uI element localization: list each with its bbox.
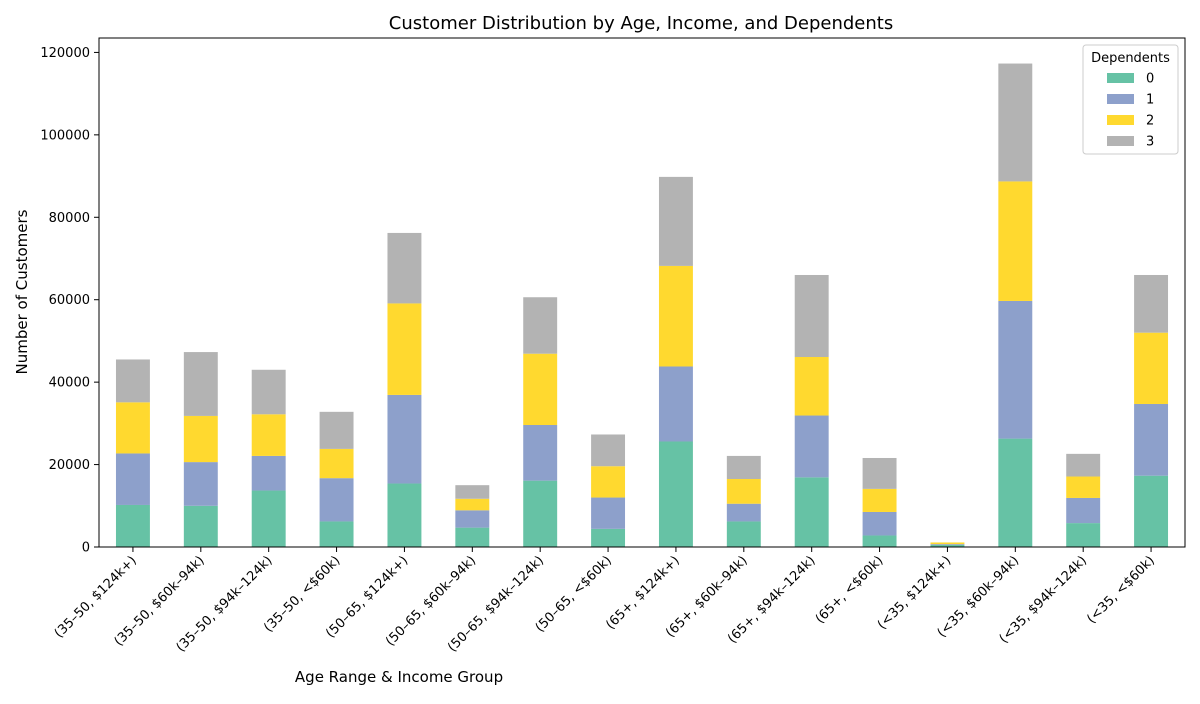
plot-area bbox=[115, 63, 1169, 547]
bar-segment-dependents-0 bbox=[1134, 475, 1169, 547]
legend-label-0: 0 bbox=[1146, 72, 1154, 87]
bar-segment-dependents-0 bbox=[930, 544, 965, 547]
bar-segment-dependents-1 bbox=[726, 503, 761, 522]
y-tick-label: 0 bbox=[82, 541, 90, 556]
legend-swatch-2 bbox=[1107, 115, 1134, 125]
y-tick-label: 80000 bbox=[49, 211, 90, 226]
bar-segment-dependents-3 bbox=[183, 352, 218, 416]
bar-segment-dependents-2 bbox=[455, 498, 490, 511]
bar-segment-dependents-3 bbox=[115, 359, 150, 403]
y-tick-label: 20000 bbox=[49, 458, 90, 473]
bar-segment-dependents-1 bbox=[523, 425, 558, 481]
bar-segment-dependents-3 bbox=[591, 434, 626, 467]
chart-title: Customer Distribution by Age, Income, an… bbox=[389, 13, 893, 34]
bar-segment-dependents-1 bbox=[930, 544, 965, 545]
legend-swatch-3 bbox=[1107, 136, 1134, 146]
bar-segment-dependents-1 bbox=[455, 510, 490, 528]
bar-segment-dependents-2 bbox=[998, 181, 1033, 301]
bar-segment-dependents-2 bbox=[591, 466, 626, 498]
bar-segment-dependents-3 bbox=[794, 274, 829, 357]
bar-segment-dependents-0 bbox=[251, 490, 286, 547]
bar-segment-dependents-2 bbox=[726, 479, 761, 504]
bar-segment-dependents-0 bbox=[658, 441, 693, 547]
bar-segment-dependents-3 bbox=[319, 411, 354, 449]
bar-segment-dependents-2 bbox=[387, 303, 422, 395]
legend: Dependents 0 1 2 3 bbox=[1082, 44, 1179, 155]
bar-segment-dependents-0 bbox=[319, 521, 354, 547]
bar-segment-dependents-1 bbox=[658, 366, 693, 442]
bar-segment-dependents-3 bbox=[726, 455, 761, 479]
bar-segment-dependents-1 bbox=[387, 394, 422, 484]
bar-segment-dependents-0 bbox=[794, 477, 829, 547]
bar-segment-dependents-3 bbox=[1066, 453, 1101, 477]
bar-segment-dependents-2 bbox=[319, 448, 354, 479]
legend-swatch-0 bbox=[1107, 73, 1134, 83]
bar-segment-dependents-0 bbox=[862, 535, 897, 547]
bar-segment-dependents-1 bbox=[183, 462, 218, 506]
y-tick-label: 100000 bbox=[40, 128, 90, 143]
bar-segment-dependents-1 bbox=[1066, 497, 1101, 524]
bar-segment-dependents-0 bbox=[115, 504, 150, 547]
bar-segment-dependents-2 bbox=[794, 357, 829, 416]
bar-segment-dependents-0 bbox=[998, 438, 1033, 547]
legend-title: Dependents bbox=[1091, 51, 1170, 66]
y-tick-label: 40000 bbox=[49, 376, 90, 391]
bar-segment-dependents-1 bbox=[115, 453, 150, 505]
bar-segment-dependents-3 bbox=[387, 232, 422, 304]
bar-segment-dependents-2 bbox=[1134, 332, 1169, 404]
bar-segment-dependents-2 bbox=[251, 414, 286, 456]
plot-frame bbox=[98, 37, 1186, 548]
y-axis-title: Number of Customers bbox=[13, 209, 31, 374]
bar-segment-dependents-0 bbox=[183, 505, 218, 547]
bar-segment-dependents-3 bbox=[658, 176, 693, 266]
bar-segment-dependents-0 bbox=[1066, 523, 1101, 547]
bar-segment-dependents-2 bbox=[115, 402, 150, 454]
bar-segment-dependents-3 bbox=[998, 63, 1033, 182]
bar-segment-dependents-2 bbox=[183, 415, 218, 463]
bar-segment-dependents-1 bbox=[862, 511, 897, 536]
x-axis-title: Age Range & Income Group bbox=[295, 668, 503, 686]
bar-segment-dependents-0 bbox=[726, 521, 761, 547]
bar-segment-dependents-1 bbox=[794, 415, 829, 478]
bar-segment-dependents-3 bbox=[455, 485, 490, 499]
bar-segment-dependents-2 bbox=[1066, 476, 1101, 498]
bar-segment-dependents-2 bbox=[930, 542, 965, 545]
bar-segment-dependents-1 bbox=[998, 300, 1033, 439]
bar-segment-dependents-3 bbox=[862, 457, 897, 489]
bar-segment-dependents-1 bbox=[251, 455, 286, 491]
bar-segment-dependents-1 bbox=[591, 497, 626, 529]
legend-label-2: 2 bbox=[1146, 114, 1154, 129]
bar-segment-dependents-2 bbox=[658, 265, 693, 367]
bar-segment-dependents-3 bbox=[1134, 274, 1169, 333]
bar-segment-dependents-3 bbox=[251, 369, 286, 415]
y-tick-label: 120000 bbox=[40, 46, 90, 61]
bar-segment-dependents-0 bbox=[591, 528, 626, 547]
bar-segment-dependents-1 bbox=[319, 478, 354, 522]
bar-segment-dependents-1 bbox=[1134, 403, 1169, 476]
bar-segment-dependents-2 bbox=[862, 488, 897, 512]
bar-segment-dependents-0 bbox=[387, 483, 422, 547]
legend-label-1: 1 bbox=[1146, 93, 1154, 108]
bar-segment-dependents-3 bbox=[523, 297, 558, 354]
y-tick-label: 60000 bbox=[49, 293, 90, 308]
bar-segment-dependents-0 bbox=[523, 480, 558, 547]
bar-segment-dependents-0 bbox=[455, 527, 490, 547]
legend-label-3: 3 bbox=[1146, 135, 1154, 150]
legend-swatch-1 bbox=[1107, 94, 1134, 104]
bar-segment-dependents-2 bbox=[523, 353, 558, 425]
